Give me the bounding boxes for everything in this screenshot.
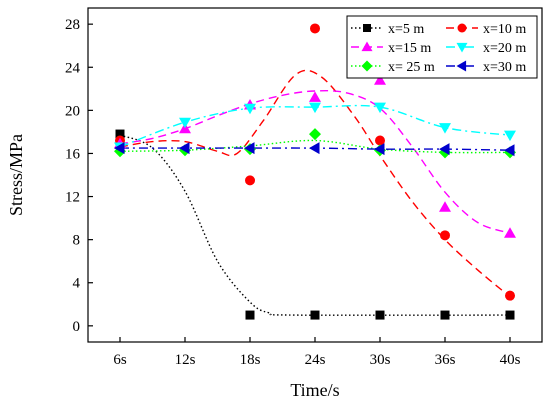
data-point (505, 290, 515, 301)
data-point (244, 103, 256, 115)
data-point (244, 142, 255, 155)
data-point (504, 130, 516, 142)
data-point (375, 135, 385, 146)
y-tick-label: 0 (73, 319, 81, 335)
data-point (245, 175, 255, 186)
data-point (439, 143, 450, 156)
data-point (374, 143, 385, 156)
data-point (375, 310, 385, 320)
x-tick-label: 12s (175, 352, 196, 368)
legend-label: x= 25 m (388, 60, 435, 75)
y-axis: 0 4 8 12 16 20 24 28 (65, 17, 93, 335)
data-point (309, 91, 321, 102)
legend-label: x=20 m (483, 41, 526, 56)
data-point (374, 74, 386, 85)
data-point (440, 230, 450, 241)
data-point (504, 144, 515, 157)
series-markers (114, 23, 516, 320)
data-point (440, 310, 450, 320)
data-point (114, 142, 125, 155)
y-tick-label: 8 (73, 233, 81, 249)
x-tick-label: 6s (113, 352, 127, 368)
x-tick-label: 40s (500, 352, 521, 368)
data-point (309, 102, 321, 114)
data-point (374, 102, 386, 114)
y-tick-label: 16 (65, 146, 81, 162)
data-point (115, 129, 125, 139)
series-line-1 (119, 134, 511, 316)
data-point (504, 227, 516, 238)
legend-marker (457, 23, 467, 33)
data-point (310, 310, 320, 320)
data-point (439, 123, 451, 134)
data-point (309, 128, 321, 141)
legend: x=5 m x=10 m x=15 m x=20 m x= 25 m x=30 m (346, 15, 538, 79)
legend-marker (361, 41, 373, 52)
data-point (309, 142, 320, 155)
legend-marker (363, 24, 371, 32)
y-axis-title: Stress/MPa (6, 134, 26, 216)
y-tick-label: 24 (65, 60, 81, 76)
data-point (179, 117, 191, 129)
x-tick-label: 18s (240, 352, 261, 368)
data-point (439, 201, 451, 212)
data-point (179, 142, 190, 155)
legend-label: x=10 m (483, 22, 526, 37)
y-tick-label: 28 (65, 17, 80, 33)
y-tick-label: 4 (73, 276, 81, 292)
legend-label: x=15 m (388, 41, 431, 56)
x-axis: 6s 12s 18s 24s 30s 36s 40s (113, 337, 521, 368)
x-tick-label: 24s (305, 352, 326, 368)
data-point (505, 310, 515, 320)
data-point (310, 23, 320, 34)
legend-label: x=30 m (483, 60, 526, 75)
data-point (245, 310, 255, 320)
x-tick-label: 30s (370, 352, 391, 368)
x-axis-title: Time/s (290, 380, 339, 400)
y-tick-label: 20 (65, 103, 80, 119)
y-tick-label: 12 (65, 190, 80, 206)
x-tick-label: 36s (435, 352, 456, 368)
legend-marker (456, 42, 468, 53)
legend-marker (361, 60, 373, 72)
legend-label: x=5 m (388, 22, 424, 37)
legend-marker (456, 60, 467, 72)
